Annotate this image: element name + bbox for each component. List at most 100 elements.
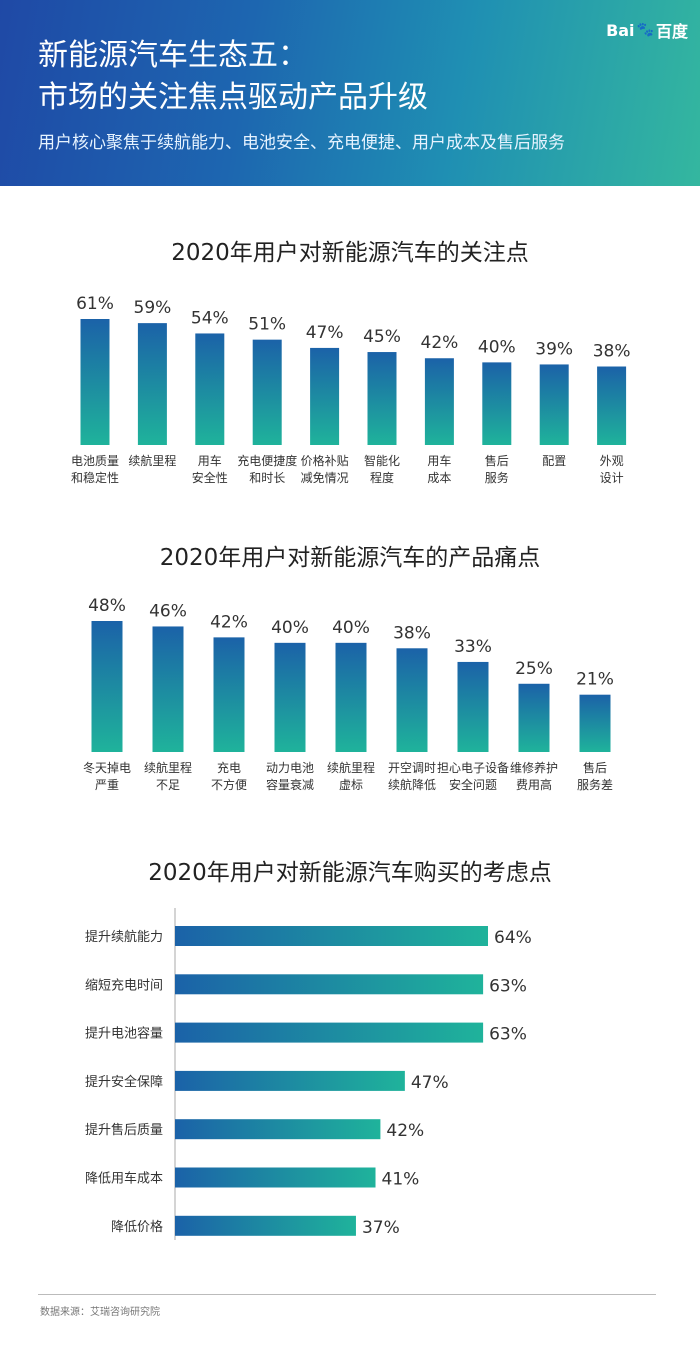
- chart1-category-label-9-0: 外观: [600, 454, 624, 468]
- chart3-bar-4: [175, 1119, 381, 1140]
- chart1-value-label-3: 51%: [248, 315, 286, 335]
- chart2-category-label-7-0: 维修养护: [510, 760, 558, 775]
- footer-divider: [38, 1294, 656, 1295]
- chart1-category-label-0-1: 和稳定性: [71, 470, 119, 485]
- chart1-category-label-3-0: 充电便捷度: [237, 453, 297, 468]
- chart3-value-label-5: 41%: [382, 1170, 420, 1190]
- page-subtitle: 用户核心聚焦于续航能力、电池安全、充电便捷、用户成本及售后服务: [38, 133, 565, 153]
- chart1-category-label-4-1: 减免情况: [301, 470, 349, 485]
- chart2-category-label-8-1: 服务差: [577, 777, 613, 792]
- chart3-category-label-5: 降低用车成本: [85, 1171, 163, 1187]
- chart2-category-label-5-0: 开空调时: [388, 761, 436, 775]
- chart1-bar-6: [424, 358, 454, 445]
- chart2-bar-8: [579, 694, 611, 752]
- chart3-category-label-0: 提升续航能力: [85, 929, 163, 945]
- chart2-bar-3: [274, 642, 306, 752]
- chart3-category-label-3: 提升安全保障: [85, 1074, 163, 1090]
- chart3-category-label-6: 降低价格: [111, 1219, 163, 1235]
- chart1-bar-3: [252, 339, 282, 445]
- chart2-category-label-2-1: 不方便: [211, 777, 247, 792]
- chart2-category-label-2-0: 充电: [217, 760, 241, 775]
- chart1-category-label-8-0: 配置: [542, 454, 566, 468]
- chart2-value-label-5: 38%: [393, 623, 431, 643]
- chart1-bar-7: [482, 362, 512, 445]
- header-banner: 新能源汽车生态五： 市场的关注焦点驱动产品升级 用户核心聚焦于续航能力、电池安全…: [0, 0, 700, 186]
- page-title-line2: 市场的关注焦点驱动产品升级: [38, 80, 428, 115]
- baidu-paw-icon: 🐾: [636, 22, 654, 38]
- baidu-logo: Bai 🐾 百度: [606, 18, 688, 42]
- chart3-bar-6: [175, 1215, 356, 1236]
- chart2-category-label-5-1: 续航降低: [388, 777, 436, 792]
- chart2-bar-1: [152, 626, 184, 752]
- chart2-category-label-1-0: 续航里程: [144, 760, 192, 775]
- chart3-category-label-4: 提升售后质量: [85, 1122, 163, 1138]
- chart1-value-label-2: 54%: [191, 308, 229, 328]
- chart2-category-label-6-0: 担心电子设备: [437, 761, 509, 775]
- chart2-value-label-2: 42%: [210, 612, 248, 632]
- chart3-value-label-2: 63%: [489, 1025, 527, 1045]
- chart1-value-label-0: 61%: [76, 294, 114, 314]
- chart1-value-label-6: 42%: [421, 333, 459, 353]
- chart2-category-label-4-1: 虚标: [339, 778, 363, 792]
- chart1-category-label-4-0: 价格补贴: [301, 453, 349, 468]
- chart2-value-label-8: 21%: [576, 670, 614, 690]
- chart3-bar-1: [175, 974, 484, 995]
- chart1-category-label-0-0: 电池质量: [71, 454, 119, 468]
- chart3-category-label-1: 缩短充电时间: [85, 977, 163, 993]
- chart1-category-label-5-0: 智能化: [364, 453, 400, 468]
- chart3-bar-3: [175, 1070, 405, 1091]
- chart1-value-label-7: 40%: [478, 337, 516, 357]
- chart1-category-label-1-0: 续航里程: [128, 453, 176, 468]
- chart2-value-label-3: 40%: [271, 618, 309, 638]
- chart1-bar-0: [80, 319, 110, 445]
- chart1-category-label-2-0: 用车: [198, 453, 222, 468]
- chart2-category-label-6-1: 安全问题: [449, 777, 497, 792]
- chart1-bar-2: [195, 333, 225, 445]
- chart3-value-label-0: 64%: [494, 928, 532, 948]
- chart3-bar-2: [175, 1022, 484, 1043]
- chart2-bar-7: [518, 683, 550, 752]
- chart1-value-label-1: 59%: [134, 298, 172, 318]
- chart1-category-label-3-1: 和时长: [249, 471, 285, 485]
- chart1-bar-4: [310, 347, 340, 445]
- chart1-value-label-9: 38%: [593, 342, 631, 362]
- chart2-value-label-1: 46%: [149, 601, 187, 621]
- chart2-bar-6: [457, 661, 489, 752]
- chart2-bar-2: [213, 637, 245, 752]
- chart3-svg: 提升续航能力 64% 缩短充电时间 63% 提升电池容量 63% 提升安全保障 47% 提升售后…: [85, 908, 532, 1240]
- chart1-bar-8: [539, 364, 569, 445]
- chart1-bar-9: [597, 366, 627, 445]
- chart1-category-label-7-0: 售后: [485, 453, 509, 468]
- page-title-line1: 新能源汽车生态五：: [38, 38, 308, 73]
- chart2-bar-4: [335, 642, 367, 752]
- chart1-category-label-7-1: 服务: [485, 470, 509, 485]
- chart1-bar-1: [137, 323, 167, 445]
- chart3-title: 2020年用户对新能源汽车购买的考虑点: [148, 860, 552, 886]
- chart2-bar-5: [396, 648, 428, 752]
- chart1-bar-5: [367, 352, 397, 445]
- chart1-category-label-5-1: 程度: [370, 470, 394, 485]
- chart2-value-label-6: 33%: [454, 637, 492, 657]
- chart2-category-label-1-1: 不足: [156, 778, 180, 792]
- chart1-value-label-4: 47%: [306, 323, 344, 343]
- chart1-value-label-5: 45%: [363, 327, 401, 347]
- chart1-category-label-2-1: 安全性: [192, 470, 228, 485]
- chart2-category-label-3-0: 动力电池: [266, 761, 314, 775]
- chart3-value-label-3: 47%: [411, 1073, 449, 1093]
- chart2-value-label-7: 25%: [515, 659, 553, 679]
- chart1-value-label-8: 39%: [535, 339, 573, 359]
- chart3-bar-5: [175, 1167, 376, 1188]
- chart2-category-label-0-1: 严重: [95, 778, 119, 792]
- chart3-category-label-2: 提升电池容量: [85, 1026, 163, 1042]
- chart2-category-label-7-1: 费用高: [516, 777, 552, 792]
- chart2-category-label-8-0: 售后: [583, 760, 607, 775]
- chart1-category-label-9-1: 设计: [600, 471, 624, 485]
- data-source: 数据来源：艾瑞咨询研究院: [40, 1307, 160, 1318]
- chart2-category-label-3-1: 容量衰减: [266, 777, 314, 792]
- chart3-value-label-1: 63%: [489, 976, 527, 996]
- chart2-value-label-4: 40%: [332, 618, 370, 638]
- chart1-category-label-6-1: 成本: [427, 471, 451, 485]
- chart2-bar-0: [91, 621, 123, 752]
